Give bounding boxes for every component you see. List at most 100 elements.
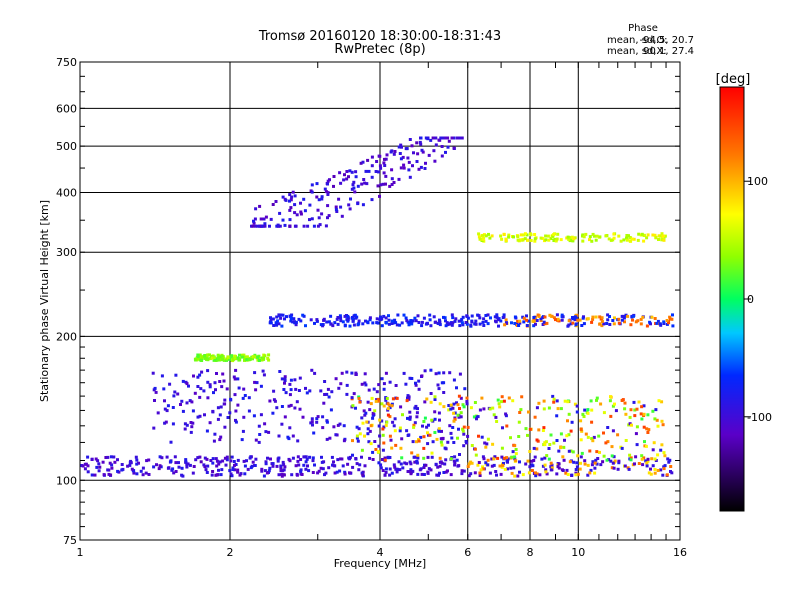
data-point [311, 459, 315, 463]
data-point [408, 470, 412, 474]
data-point [502, 313, 506, 317]
data-point [390, 177, 394, 181]
data-point [438, 323, 442, 327]
data-point [156, 411, 160, 415]
data-point [470, 444, 474, 447]
data-point [562, 445, 566, 449]
data-point [629, 236, 633, 240]
data-point [642, 233, 646, 237]
y-tick-label: 500 [56, 140, 77, 153]
colorbar-tick-label: -100 [747, 411, 772, 424]
data-point [370, 175, 374, 179]
data-point [620, 446, 624, 450]
data-point [90, 457, 94, 461]
data-point [321, 467, 325, 471]
data-point [152, 426, 156, 430]
data-point [236, 468, 240, 472]
data-point [464, 321, 468, 324]
data-point [392, 424, 396, 428]
data-point [671, 324, 675, 328]
data-point [484, 314, 488, 317]
data-point [665, 473, 669, 477]
data-point [316, 415, 320, 419]
data-point [493, 455, 497, 459]
data-point [226, 416, 230, 419]
data-point [271, 464, 275, 468]
data-point [361, 203, 365, 207]
data-point [642, 239, 646, 243]
data-point [591, 232, 595, 236]
data-point [174, 461, 178, 465]
data-point [586, 463, 590, 467]
data-point [500, 395, 504, 399]
data-point [167, 466, 171, 470]
data-point [349, 197, 352, 201]
data-point [366, 400, 370, 404]
data-point [371, 413, 375, 417]
data-point [431, 440, 435, 444]
data-point [625, 238, 629, 242]
data-point [565, 468, 569, 472]
data-point [304, 386, 307, 390]
data-point [614, 409, 618, 413]
data-point [636, 238, 640, 242]
data-point [509, 436, 512, 440]
data-point [251, 224, 255, 228]
data-point [594, 238, 598, 242]
data-point [433, 417, 437, 421]
data-point [663, 454, 667, 458]
data-point [465, 402, 469, 406]
data-point [566, 324, 570, 328]
data-point [301, 415, 305, 419]
data-point [507, 233, 511, 237]
data-point [526, 433, 529, 437]
data-point [538, 473, 542, 477]
data-point [315, 182, 319, 186]
data-point [477, 235, 481, 239]
data-point [668, 458, 672, 462]
data-point [251, 460, 255, 464]
data-point [378, 418, 382, 422]
data-point [658, 322, 662, 326]
data-point [343, 472, 347, 476]
data-point [516, 474, 520, 478]
data-point [410, 320, 414, 324]
data-point [442, 315, 445, 319]
data-point [635, 443, 639, 447]
data-point [360, 455, 363, 459]
data-point [327, 214, 331, 218]
data-point [447, 404, 451, 407]
data-point [438, 456, 442, 460]
data-point [289, 314, 293, 318]
data-point [611, 404, 615, 408]
data-point [215, 464, 219, 468]
data-point [640, 405, 644, 409]
data-point [662, 234, 665, 238]
data-point [367, 388, 371, 392]
data-point [501, 463, 505, 467]
data-point [419, 136, 423, 140]
data-points [80, 136, 675, 478]
data-point [444, 458, 448, 462]
data-point [299, 212, 303, 216]
data-point [284, 391, 288, 395]
data-point [655, 321, 659, 325]
data-point [410, 451, 414, 455]
data-point [404, 316, 408, 320]
data-point [280, 377, 284, 381]
data-point [559, 238, 563, 242]
data-point [656, 469, 660, 472]
data-point [580, 451, 584, 455]
data-point [299, 458, 303, 461]
data-point [482, 317, 486, 321]
data-point [434, 463, 438, 467]
data-point [520, 395, 524, 399]
data-point [268, 399, 272, 403]
data-point [272, 389, 276, 393]
x-tick-label: 8 [527, 546, 534, 559]
data-point [403, 461, 407, 465]
data-point [263, 422, 267, 426]
data-point [457, 415, 461, 419]
data-point [644, 444, 648, 448]
data-point [499, 472, 503, 476]
